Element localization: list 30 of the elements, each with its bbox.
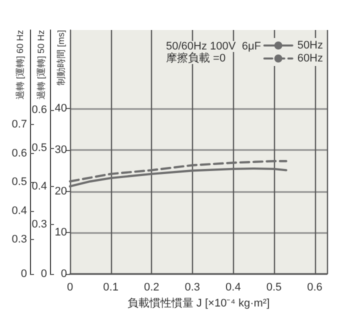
y2-tick-label: 0.3	[12, 234, 27, 246]
y3-tick-label: 0	[40, 268, 47, 280]
legend-label: 60Hz	[297, 52, 324, 64]
x-tick-label: 0.6	[307, 282, 322, 294]
annotation: 50/60Hz 100V 6μF	[166, 40, 262, 52]
y2-tick-label: 0.7	[12, 118, 27, 131]
annotation: 摩擦負載 =0	[166, 52, 226, 64]
x-tick-label: 0.2	[144, 282, 160, 294]
y-tick-label: 40	[54, 102, 67, 115]
y2-tick-label: 0.6	[12, 147, 27, 160]
y-tick-label: 20	[54, 185, 67, 198]
legend-label: 50Hz	[297, 40, 324, 52]
x-tick-label: 0.5	[266, 282, 282, 294]
x-axis-title: 負載慣性慣量 J [×10⁻⁴ kg·m²]	[127, 296, 270, 310]
x-tick-label: 0.4	[226, 282, 241, 294]
y2-tick-label: 0.5	[12, 176, 27, 188]
y3-tick-label: 0.5	[32, 142, 47, 154]
y2-axis-title: 過轉 [運轉] 60 Hz	[15, 30, 25, 100]
y3-tick-label: 0.3	[32, 218, 47, 230]
y3-axis-title: 過轉 [運轉] 50 Hz	[36, 30, 46, 100]
x-tick-label: 0.3	[184, 282, 200, 294]
y-axis-title: 制動時間 [ms]	[56, 30, 66, 86]
y3-tick-label: 0.4	[32, 180, 47, 192]
y3-tick-label: 0.6	[32, 104, 47, 116]
y2-tick-label: 0	[20, 268, 27, 280]
y-tick-label: 10	[54, 226, 67, 239]
y2-tick-label: 0.4	[12, 204, 27, 217]
y-tick-label: 0	[60, 268, 67, 280]
x-tick-label: 0.1	[103, 282, 118, 294]
y-tick-label: 30	[54, 144, 67, 156]
